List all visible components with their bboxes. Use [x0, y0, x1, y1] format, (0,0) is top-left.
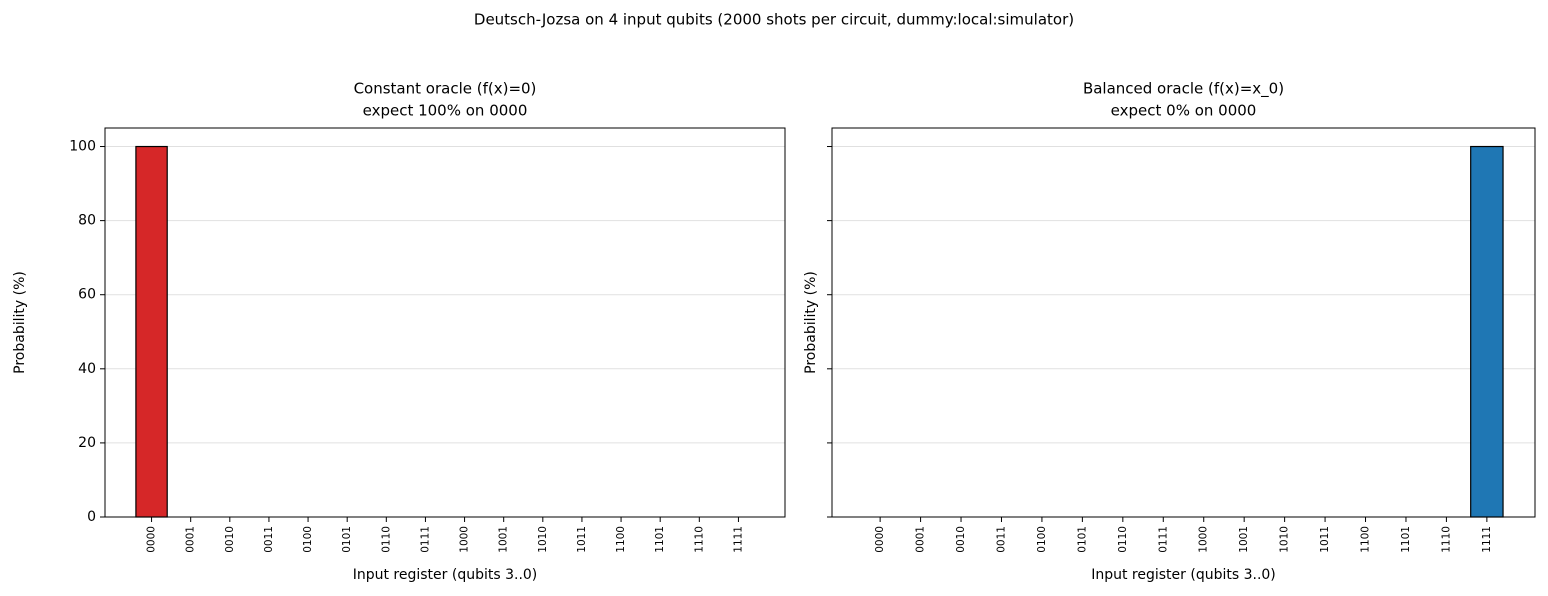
x-axis-label: Input register (qubits 3..0) [353, 567, 538, 583]
subplot-title: Constant oracle (f(x)=0) [354, 80, 537, 98]
x-tick-label: 0101 [1076, 526, 1088, 553]
x-tick-label: 0100 [302, 526, 314, 553]
subplot-title: Balanced oracle (f(x)=x_0) [1083, 80, 1284, 99]
axes-frame [831, 127, 1536, 518]
y-tick-label: 80 [78, 213, 96, 229]
y-axis-label: Probability (%) [12, 271, 28, 374]
y-tick-label: 40 [78, 361, 96, 377]
x-tick-label: 0110 [380, 526, 392, 553]
figure-title: Deutsch-Jozsa on 4 input qubits (2000 sh… [474, 11, 1074, 29]
x-tick-label: 1010 [1279, 526, 1291, 553]
y-tick-label: 100 [69, 139, 96, 155]
bar [1470, 145, 1504, 518]
x-axis-label: Input register (qubits 3..0) [1091, 567, 1276, 583]
x-tick-label: 0011 [263, 526, 275, 553]
bar [135, 145, 168, 518]
x-tick-label: 1101 [1400, 526, 1412, 553]
x-tick-label: 1011 [576, 526, 588, 553]
x-tick-label: 0100 [1036, 526, 1048, 553]
x-tick-label: 1011 [1319, 526, 1331, 553]
axes-frame [104, 127, 786, 518]
x-tick-label: 1001 [498, 526, 510, 553]
x-tick-label: 0011 [995, 526, 1007, 553]
subplot-subtitle: expect 100% on 0000 [363, 102, 528, 120]
x-tick-label: 0000 [874, 526, 886, 553]
y-tick-label: 0 [87, 509, 96, 525]
x-tick-label: 0111 [419, 526, 431, 553]
x-tick-label: 0110 [1117, 526, 1129, 553]
y-axis-label: Probability (%) [803, 271, 819, 374]
x-tick-label: 1001 [1238, 526, 1250, 553]
x-tick-label: 1100 [1360, 526, 1372, 553]
x-tick-label: 0111 [1157, 526, 1169, 553]
y-tick-label: 20 [78, 435, 96, 451]
x-tick-label: 1100 [615, 526, 627, 553]
x-tick-label: 1111 [1481, 526, 1493, 553]
x-tick-label: 0010 [224, 526, 236, 553]
x-tick-label: 1110 [1440, 526, 1452, 553]
x-tick-label: 1101 [654, 526, 666, 553]
x-tick-label: 1000 [459, 526, 471, 553]
x-tick-label: 1111 [732, 526, 744, 553]
x-tick-label: 0000 [146, 526, 158, 553]
x-tick-label: 0010 [955, 526, 967, 553]
x-tick-label: 1000 [1198, 526, 1210, 553]
x-tick-label: 1110 [693, 526, 705, 553]
x-tick-label: 1010 [537, 526, 549, 553]
subplot-subtitle: expect 0% on 0000 [1111, 102, 1257, 120]
x-tick-label: 0001 [185, 526, 197, 553]
x-tick-label: 0101 [341, 526, 353, 553]
y-tick-label: 60 [78, 287, 96, 303]
x-tick-label: 0001 [915, 526, 927, 553]
